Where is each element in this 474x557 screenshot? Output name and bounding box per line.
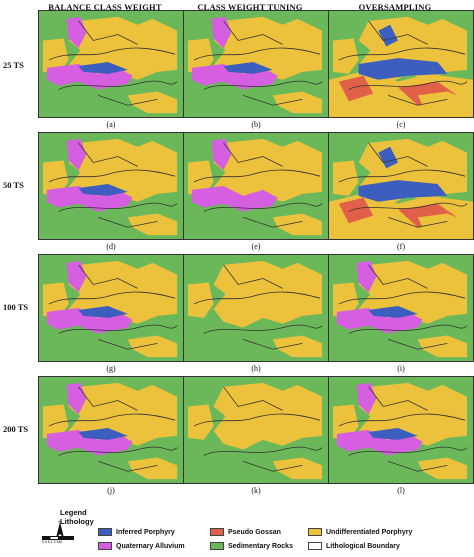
map-panel-f	[328, 132, 474, 240]
panel-caption: (i)	[397, 364, 405, 373]
lithological-boundary	[48, 386, 178, 472]
panel-caption: (e)	[251, 242, 261, 251]
panel-caption: (g)	[106, 364, 116, 373]
scale-label: 0 0.5 1 2 KM	[42, 540, 62, 544]
map-panel-h	[183, 254, 329, 362]
panel-caption: (b)	[251, 120, 261, 129]
lithological-boundary	[48, 264, 178, 350]
lithological-boundary	[48, 20, 178, 106]
panel-caption: (k)	[251, 486, 261, 495]
row-header-200ts: 200 TS	[3, 424, 29, 434]
map-panel-i	[328, 254, 474, 362]
map-panel-k	[183, 376, 329, 484]
legend-item-quaternary-alluvium: Quaternary Alluvium	[98, 542, 185, 550]
legend-item-undifferentiated-porphyry: Undifferentiated Porphyry	[308, 528, 412, 536]
column-header-balance-class-weight: BALANCE CLASS WEIGHT	[48, 2, 162, 12]
lithological-boundary	[338, 20, 468, 106]
map-panel-b	[183, 10, 329, 118]
swatch-sedimentary-rocks	[210, 542, 224, 550]
panel-caption: (h)	[251, 364, 261, 373]
swatch-quaternary-alluvium	[98, 542, 112, 550]
map-panel-d	[38, 132, 184, 240]
legend-item-pseudo-gossan: Pseudo Gossan	[210, 528, 281, 536]
panel-caption: (l)	[397, 486, 405, 495]
legend-title: Legend	[60, 508, 87, 517]
row-header-50ts: 50 TS	[3, 180, 24, 190]
column-header-class-weight-tuning: CLASS WEIGHT TUNING	[197, 2, 303, 12]
column-header-oversampling: OVERSAMPLING	[358, 2, 432, 12]
legend-item-sedimentary-rocks: Sedimentary Rocks	[210, 542, 293, 550]
map-panel-j	[38, 376, 184, 484]
legend-item-inferred-porphyry: Inferred Porphyry	[98, 528, 175, 536]
lithological-boundary	[48, 142, 178, 228]
panel-caption: (f)	[397, 242, 405, 251]
lithological-boundary	[338, 142, 468, 228]
panel-caption: (j)	[107, 486, 115, 495]
lithological-boundary	[193, 264, 323, 350]
legend: Legend Lithology Inferred Porphyry Pseud…	[40, 508, 460, 556]
north-arrow-icon: N	[56, 520, 64, 538]
lithological-boundary	[338, 264, 468, 350]
panel-caption: (c)	[396, 120, 406, 129]
map-panel-a	[38, 10, 184, 118]
swatch-pseudo-gossan	[210, 528, 224, 536]
row-header-100ts: 100 TS	[3, 302, 29, 312]
lithological-boundary	[338, 386, 468, 472]
legend-subtitle: Lithology	[60, 517, 94, 526]
map-panel-c	[328, 10, 474, 118]
legend-item-lithological-boundary: Lithological Boundary	[308, 542, 400, 550]
north-label: N	[59, 520, 62, 524]
map-panel-g	[38, 254, 184, 362]
row-header-25ts: 25 TS	[3, 60, 24, 70]
map-panel-e	[183, 132, 329, 240]
panel-caption: (a)	[106, 120, 116, 129]
swatch-undifferentiated-porphyry	[308, 528, 322, 536]
lithological-boundary	[193, 386, 323, 472]
swatch-inferred-porphyry	[98, 528, 112, 536]
scale-bar: 0 0.5 1 2 KM	[42, 536, 74, 544]
lithological-boundary	[193, 142, 323, 228]
map-panel-l	[328, 376, 474, 484]
swatch-lithological-boundary	[308, 542, 322, 550]
panel-caption: (d)	[106, 242, 116, 251]
lithological-boundary	[193, 20, 323, 106]
